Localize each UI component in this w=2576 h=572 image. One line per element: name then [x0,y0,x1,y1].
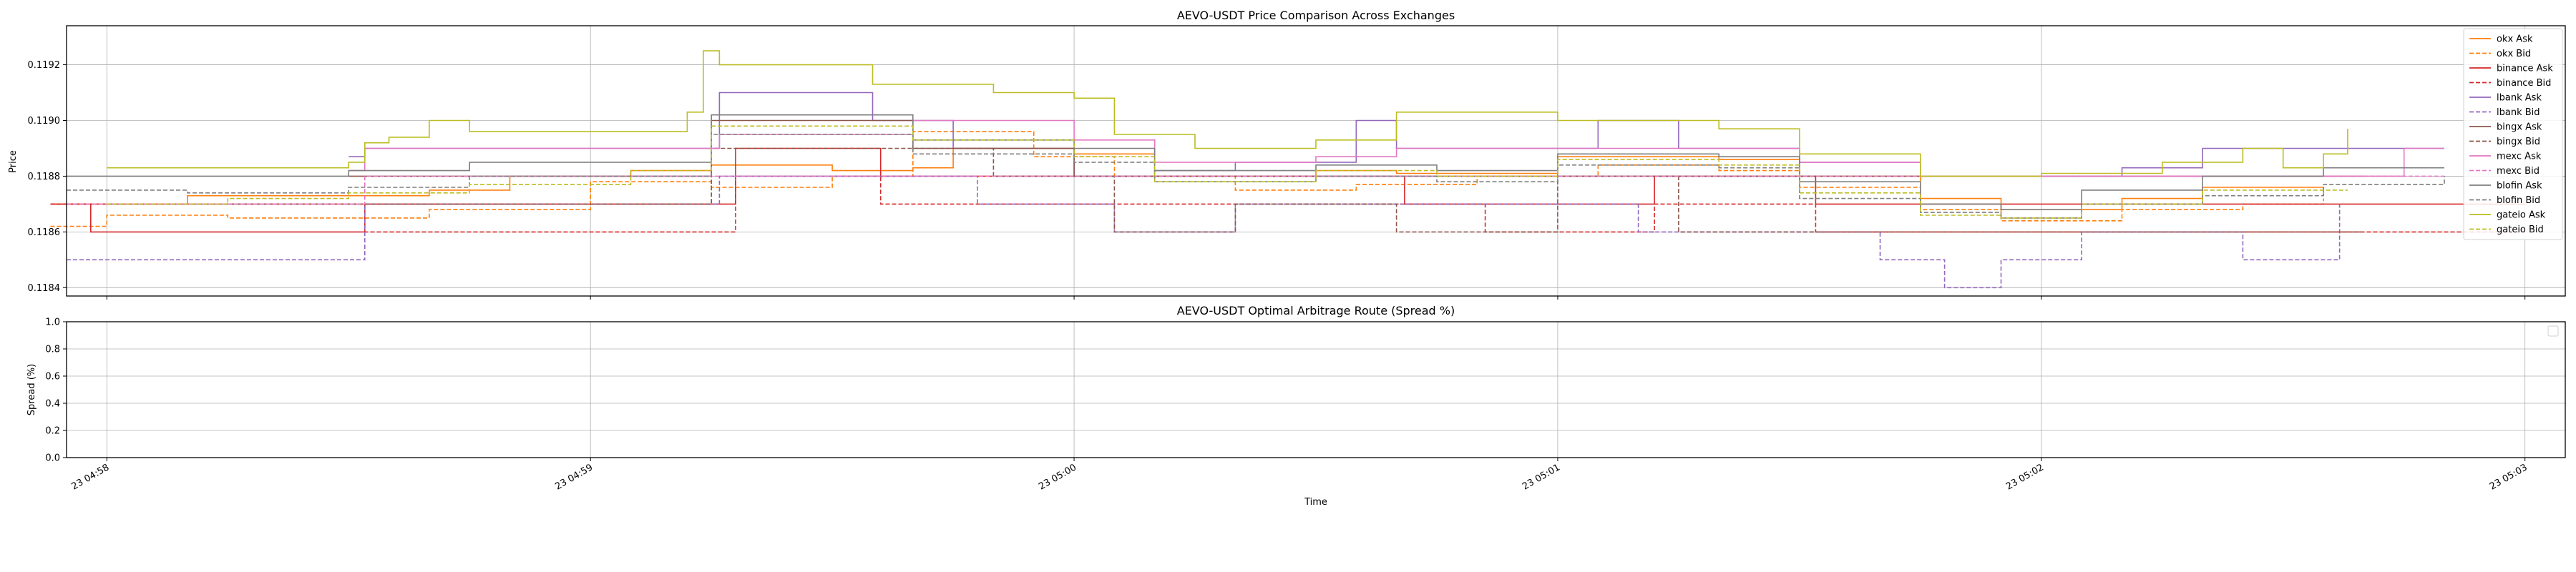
price-chart-y-ticks: 0.1184 0.1186 0.1188 0.1190 0.1192 [28,60,67,294]
spread-chart-ytick-label: 0.4 [45,399,60,410]
series-line-mexc-bid [67,175,2444,205]
spread-chart-ytick-label: 0.0 [45,453,60,464]
price-chart-ytick-label: 0.1186 [28,227,61,238]
price-chart-title: AEVO-USDT Price Comparison Across Exchan… [1177,9,1455,22]
price-chart-ylabel: Price [8,150,19,173]
legend-label: mexc Bid [2497,166,2540,177]
price-chart-ytick-label: 0.1192 [28,60,61,71]
spread-chart-ytick-label: 0.6 [45,372,60,383]
legend-label: bingx Ask [2497,122,2542,133]
legend-label: lbank Ask [2497,93,2542,104]
price-chart-ytick-label: 0.1184 [28,283,61,294]
spread-chart-empty-legend [2547,325,2559,337]
price-chart-series [50,50,2525,289]
legend-label: mexc Ask [2497,152,2542,162]
spread-chart-ytick-label: 0.8 [45,345,60,355]
series-line-okx-bid [50,131,2324,227]
legend-label: okx Bid [2497,49,2531,59]
spread-chart-title: AEVO-USDT Optimal Arbitrage Route (Sprea… [1177,304,1455,317]
price-chart: AEVO-USDT Price Comparison Across Exchan… [8,9,2566,300]
legend-label: binance Ask [2497,64,2553,74]
series-line-binance-bid [50,175,2525,233]
price-chart-legend: okx Ask okx Bid binance Ask binance Bid lban… [2463,28,2563,240]
spread-chart-xlabel: Time [1304,497,1327,508]
series-line-gateio-bid [107,125,2348,219]
series-line-gateio-ask [107,50,2348,177]
legend-label: gateio Bid [2497,225,2544,235]
spread-chart-ytick-label: 0.2 [45,426,60,437]
spread-chart-frame [66,321,2566,458]
legend-label: okx Ask [2497,34,2533,45]
legend-label: blofin Ask [2497,181,2542,192]
legend-box [2463,28,2563,240]
series-line-lbank-bid [67,175,2341,289]
legend-label: binance Bid [2497,78,2551,89]
price-chart-ytick-label: 0.1188 [28,172,61,182]
spread-chart-ytick-label: 1.0 [45,317,60,328]
legend-label: lbank Bid [2497,107,2540,118]
spread-chart-y-ticks: 0.0 0.2 0.4 0.6 0.8 1.0 [45,317,67,464]
price-chart-ytick-label: 0.1190 [28,116,61,127]
legend-label: gateio Ask [2497,210,2546,221]
price-chart-frame [66,25,2566,297]
legend-label: bingx Bid [2497,137,2540,147]
legend-label: blofin Bid [2497,195,2540,206]
spread-chart-ylabel: Spread (%) [26,364,37,415]
